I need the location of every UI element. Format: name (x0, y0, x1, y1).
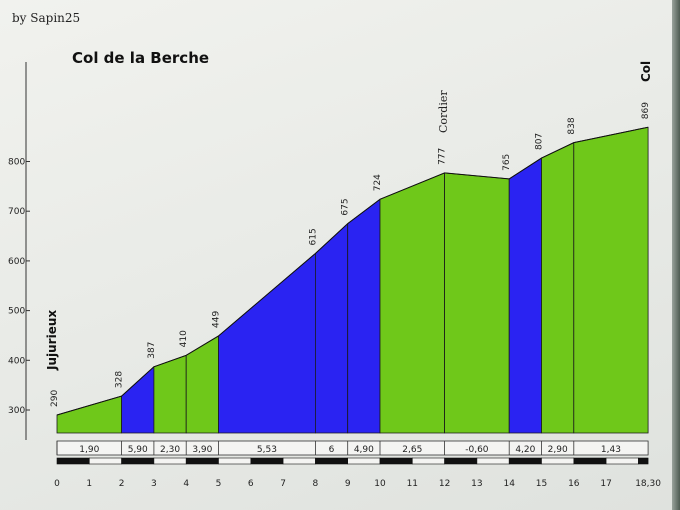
km-ruler-cell (153, 457, 187, 465)
profile-segment (314, 222, 349, 434)
gradient-label: 1,43 (601, 445, 621, 455)
profile-segment (508, 157, 542, 434)
profile-segment (121, 365, 155, 434)
altitude-label: 807 (535, 133, 545, 150)
km-ruler-cell (315, 457, 348, 465)
author-credit: by Sapin25 (12, 11, 81, 25)
profile-segment (347, 198, 381, 434)
x-tick-label: 5 (216, 479, 222, 489)
x-tick-label: 0 (54, 479, 60, 489)
km-ruler-cell (605, 457, 639, 465)
km-ruler-cell (476, 457, 510, 465)
gradient-label: 5,53 (257, 445, 277, 455)
profile-segment (185, 335, 219, 434)
profile-segment (153, 354, 187, 434)
km-ruler-cell (508, 457, 542, 465)
altitude-label: 777 (438, 148, 448, 165)
y-tick-label: 300 (8, 406, 25, 416)
altitude-label: 410 (179, 330, 189, 347)
x-tick-label: 9 (345, 479, 351, 489)
gradient-label: 2,65 (402, 445, 422, 455)
profile-segment (541, 141, 575, 434)
monitor-bezel (672, 0, 680, 510)
x-tick-label: 14 (503, 479, 515, 489)
x-tick-label: 13 (471, 479, 482, 489)
altitude-label: 615 (308, 228, 318, 245)
km-ruler-cell (541, 457, 575, 465)
km-ruler-cell (218, 457, 252, 465)
x-tick-label: 18,30 (635, 479, 661, 489)
x-tick-label: 6 (248, 479, 254, 489)
km-ruler-cell (379, 457, 413, 465)
profile-outline (56, 126, 649, 416)
gradient-label: 2,90 (548, 445, 568, 455)
gradient-label: 3,90 (192, 445, 212, 455)
km-ruler-cell (444, 457, 478, 465)
altitude-label: 838 (567, 117, 577, 134)
y-tick-label: 600 (8, 257, 25, 267)
km-ruler-cell (573, 457, 607, 465)
y-tick-label: 800 (8, 158, 25, 168)
x-tick-label: 10 (374, 479, 386, 489)
x-tick-label: 15 (536, 479, 547, 489)
x-tick-label: 3 (151, 479, 157, 489)
altitude-label: 724 (373, 174, 383, 191)
y-tick-label: 500 (8, 307, 25, 317)
profile-segment (379, 172, 446, 434)
altitude-label: 675 (341, 198, 351, 215)
x-tick-label: 12 (439, 479, 450, 489)
altitude-label: 328 (115, 371, 125, 388)
x-tick-label: 2 (119, 479, 125, 489)
x-tick-label: 8 (313, 479, 319, 489)
km-ruler-cell (282, 457, 316, 465)
x-tick-label: 11 (407, 479, 418, 489)
y-tick-label: 700 (8, 207, 25, 217)
km-ruler-cell (250, 457, 284, 465)
altitude-label: 290 (50, 390, 60, 407)
y-tick-label: 400 (8, 356, 25, 366)
altitude-label: 387 (147, 342, 157, 359)
altitude-label: 765 (502, 154, 512, 171)
profile-segment (573, 126, 649, 434)
gradient-label: -0,60 (465, 445, 489, 455)
x-tick-label: 16 (568, 479, 580, 489)
km-ruler-cell (89, 457, 122, 465)
km-ruler-cell (411, 457, 445, 465)
gradient-label: 4,90 (354, 445, 374, 455)
altitude-label: 449 (212, 310, 222, 327)
gradient-label: 1,90 (79, 445, 99, 455)
profile-segment (56, 395, 122, 434)
profile-segment (218, 252, 316, 434)
place-label-cordier: Cordier (437, 90, 450, 133)
x-tick-label: 1 (86, 479, 92, 489)
altitude-label: 869 (641, 102, 651, 119)
gradient-label: 4,20 (515, 445, 535, 455)
place-label-start: Jujurieux (45, 310, 59, 371)
km-ruler-cell (347, 457, 381, 465)
x-tick-label: 7 (280, 479, 286, 489)
profile-segment (444, 172, 510, 434)
km-ruler-cell (56, 457, 90, 465)
gradient-label: 6 (329, 445, 335, 455)
gradient-label: 5,90 (128, 445, 148, 455)
chart-title: Col de la Berche (72, 49, 210, 67)
x-tick-label: 17 (600, 479, 611, 489)
x-tick-label: 4 (183, 479, 189, 489)
gradient-label: 2,30 (160, 445, 180, 455)
km-ruler-cell (185, 457, 219, 465)
place-label-summit: Col (639, 61, 653, 82)
km-ruler-cell (121, 457, 155, 465)
km-ruler-cell (638, 457, 649, 465)
